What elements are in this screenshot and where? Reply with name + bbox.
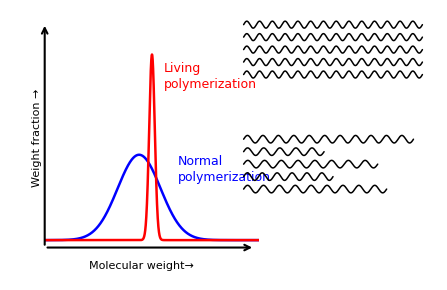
Text: Living
polymerization: Living polymerization xyxy=(164,62,257,91)
Text: Normal
polymerization: Normal polymerization xyxy=(178,155,271,184)
Text: Molecular weight→: Molecular weight→ xyxy=(89,262,194,271)
Text: Weight fraction →: Weight fraction → xyxy=(32,89,42,187)
